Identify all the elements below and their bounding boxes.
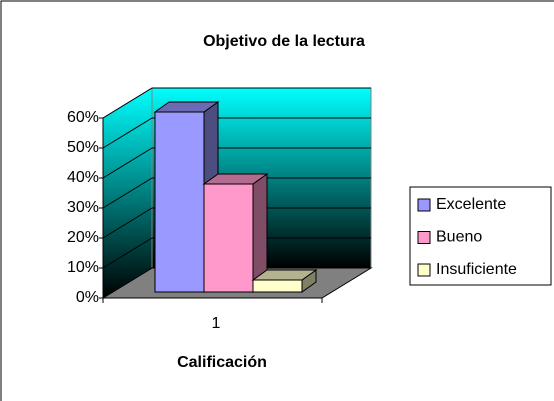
y-tick-label: 0% — [76, 289, 99, 306]
grid-line — [102, 147, 153, 179]
legend-label: Excelente — [436, 196, 506, 213]
legend-swatch — [417, 198, 431, 212]
bar — [202, 173, 269, 293]
bar-top — [251, 269, 318, 281]
y-tick-label: 50% — [67, 139, 99, 156]
legend-label: Insuficiente — [436, 261, 517, 278]
legend-swatch — [417, 231, 431, 244]
grid-line — [102, 207, 153, 239]
y-tick-label: 40% — [67, 169, 99, 186]
y-tick-label: 10% — [67, 259, 99, 276]
bar-top — [202, 173, 269, 185]
y-tick-label: 60% — [67, 109, 99, 126]
x-tick-label: 1 — [212, 315, 221, 332]
grid-line — [102, 237, 153, 269]
grid-line — [102, 267, 153, 299]
y-tick-label: 30% — [67, 199, 99, 216]
grid-line — [102, 117, 153, 149]
grid-line — [102, 177, 153, 209]
grid-line — [102, 87, 153, 119]
legend-swatch — [417, 263, 431, 277]
x-axis-label: Calificación — [177, 354, 267, 371]
y-tick-label: 20% — [67, 229, 99, 246]
bar-front — [203, 183, 254, 293]
legend — [409, 186, 552, 286]
bar-top — [153, 101, 220, 113]
legend-label: Bueno — [436, 229, 482, 246]
bar-front — [252, 279, 303, 293]
chart-title: Objetivo de la lectura — [203, 33, 365, 50]
bar — [251, 269, 318, 293]
bar-front — [154, 111, 205, 293]
